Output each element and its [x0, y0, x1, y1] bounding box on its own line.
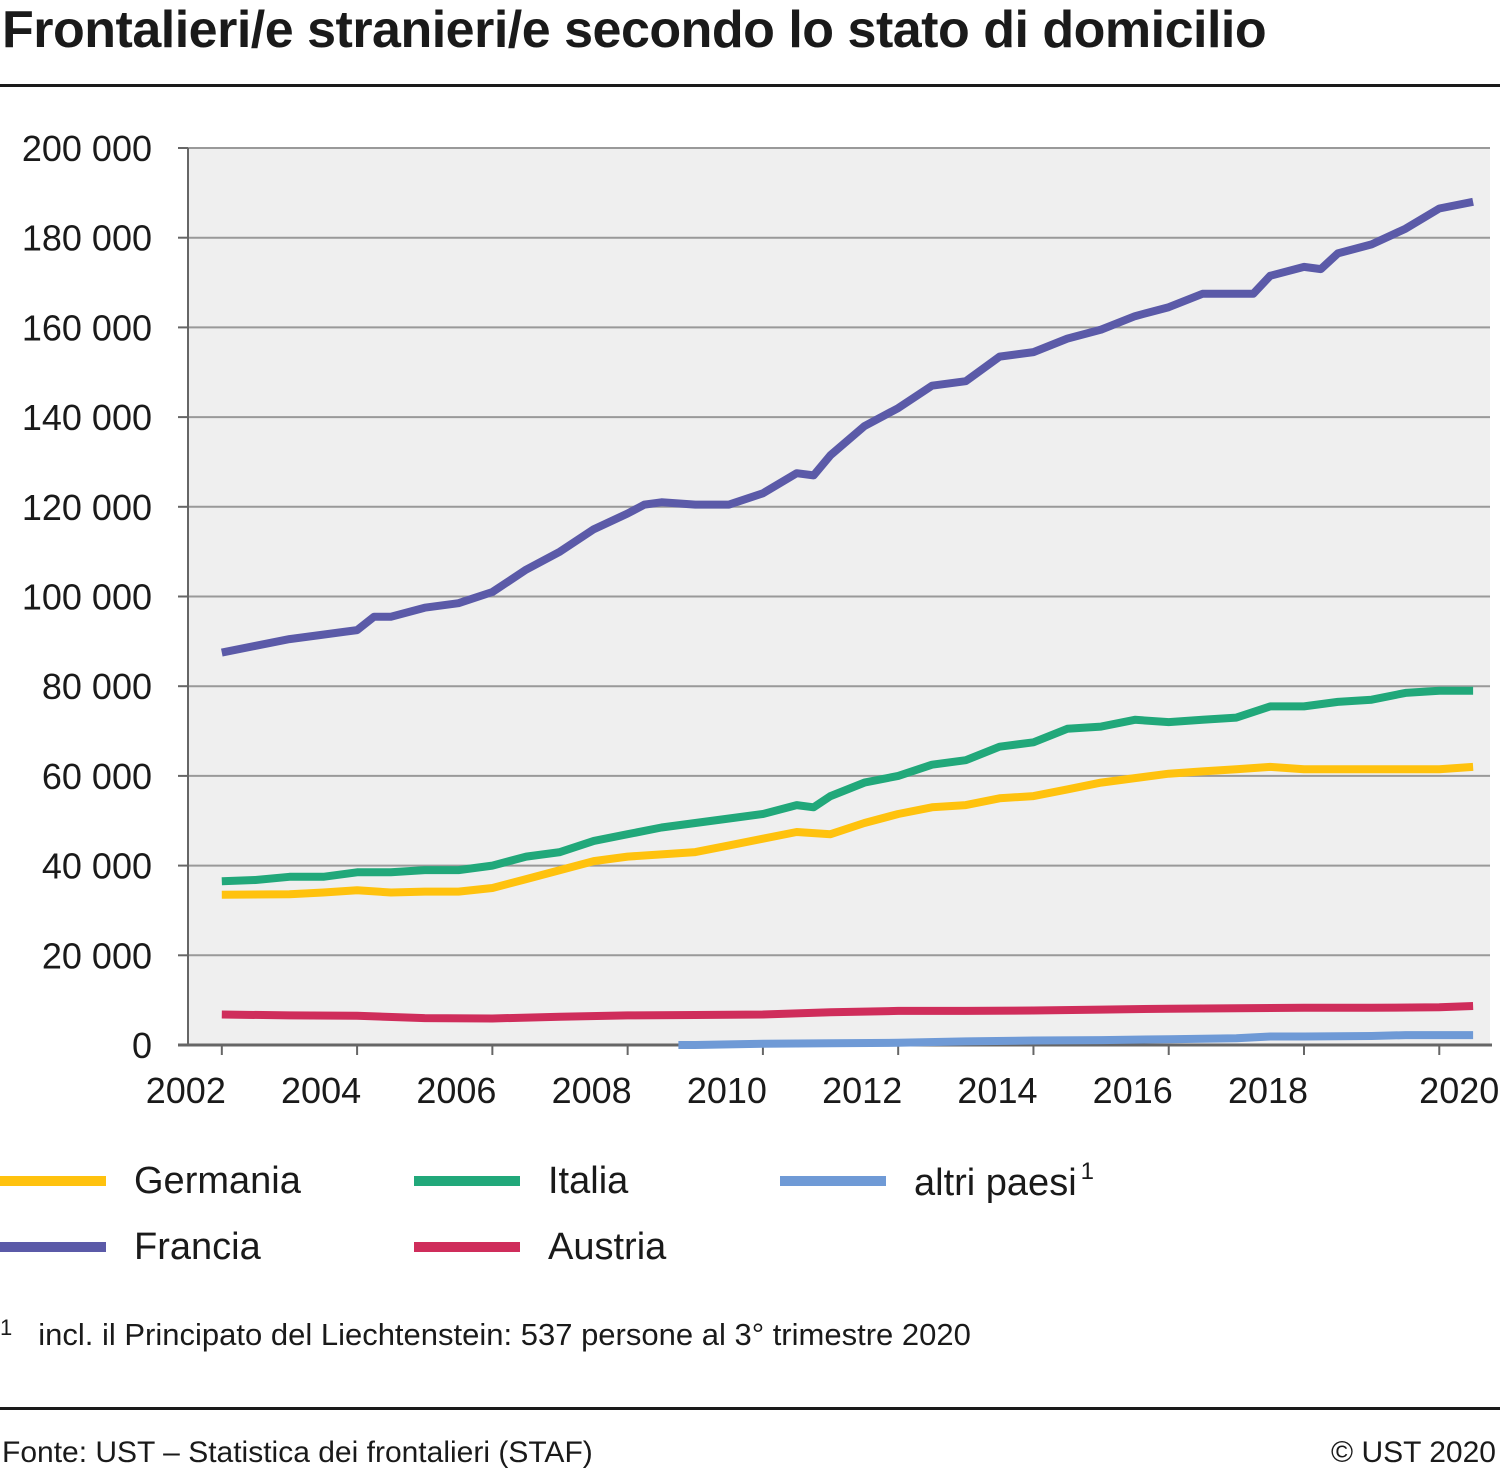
legend-label: Italia: [548, 1160, 628, 1203]
footnote-marker: 1: [0, 1315, 13, 1340]
legend-label-text: Austria: [548, 1225, 667, 1268]
y-tick-label: 20 000: [42, 935, 152, 976]
legend-footnote-marker: 1: [1080, 1157, 1094, 1185]
legend-item-germania: Germania: [0, 1151, 301, 1211]
footnote: 1 incl. il Principato del Liechtenstein: …: [0, 1315, 971, 1353]
x-tick-label: 2010: [687, 1070, 767, 1111]
source-text: Fonte: UST – Statistica dei frontalieri …: [2, 1436, 593, 1469]
y-tick-label: 0: [132, 1025, 152, 1066]
y-tick-label: 200 000: [22, 128, 152, 169]
legend-item-francia: Francia: [0, 1217, 261, 1277]
legend-item-altri-paesi: altri paesi 1: [780, 1151, 1094, 1211]
x-tick-label: 2006: [416, 1070, 496, 1111]
legend-swatch: [0, 1242, 106, 1252]
legend-item-italia: Italia: [414, 1151, 628, 1211]
y-tick-label: 160 000: [22, 307, 152, 348]
legend-swatch: [780, 1176, 886, 1186]
legend-label-text: altri paesi: [914, 1161, 1077, 1204]
series-line-altri-paesi: [678, 1031, 1474, 1049]
legend-label-text: Germania: [134, 1159, 301, 1202]
footnote-text: incl. il Principato del Liechtenstein: 5…: [38, 1317, 971, 1352]
y-tick-label: 80 000: [42, 666, 152, 707]
series-line-austria: [221, 1002, 1474, 1023]
x-tick-label: 2012: [822, 1070, 902, 1111]
series-line-francia: [221, 197, 1474, 657]
y-tick-label: 60 000: [42, 756, 152, 797]
x-tick-label: 2004: [281, 1070, 361, 1111]
y-tick-label: 100 000: [22, 577, 152, 618]
line-chart: 0 20 000 40 000 60 000 80 000 100 000 120 000 1…: [22, 128, 1499, 1111]
y-tick-label: 40 000: [42, 846, 152, 887]
y-tick-label: 140 000: [22, 397, 152, 438]
legend-swatch: [414, 1176, 520, 1186]
x-tick-label: 2014: [957, 1070, 1037, 1111]
y-tick-label: 180 000: [22, 218, 152, 259]
legend-swatch: [0, 1176, 106, 1186]
bottom-rule: [0, 1407, 1500, 1410]
legend-label-text: Francia: [134, 1225, 261, 1268]
legend-label: altri paesi 1: [914, 1158, 1094, 1205]
legend-label: Germania: [134, 1160, 301, 1203]
x-tick-label: 2016: [1093, 1070, 1173, 1111]
legend-label: Austria: [548, 1226, 666, 1269]
chart-title: Frontalieri/e stranieri/e secondo lo sta…: [2, 1, 1267, 59]
y-tick-label: 120 000: [22, 487, 152, 528]
x-tick-label: 2002: [146, 1070, 226, 1111]
x-tick-label: 2018: [1228, 1070, 1308, 1111]
x-tick-label: 2008: [552, 1070, 632, 1111]
series-line-germania: [221, 762, 1474, 899]
copyright-text: © UST 2020: [1331, 1436, 1496, 1469]
legend-swatch: [414, 1242, 520, 1252]
legend-label-text: Italia: [548, 1159, 629, 1202]
series-line-italia: [221, 686, 1474, 886]
x-tick-label: 2020: [1419, 1070, 1499, 1111]
top-rule: [0, 84, 1500, 87]
legend-label: Francia: [134, 1226, 261, 1269]
legend-item-austria: Austria: [414, 1217, 666, 1277]
